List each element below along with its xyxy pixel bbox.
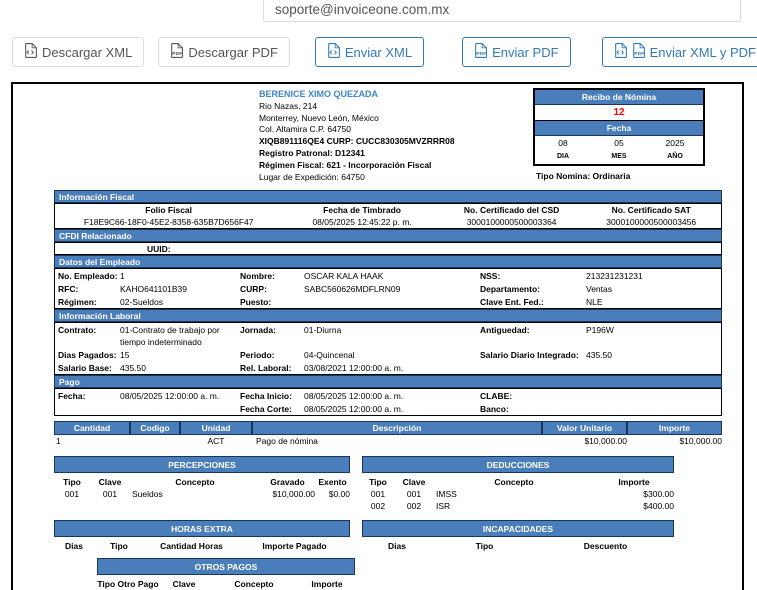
horas-extra-headers: Dias Tipo Cantidad Horas Importe Pagado: [65, 541, 327, 551]
incapacidades-bar: INCAPACIDADES: [362, 520, 674, 537]
deduccion-row: 001 001 IMSS $300.00: [370, 489, 674, 499]
year-label: AÑO: [667, 153, 683, 160]
issuer-registro-patronal: Registro Patronal: D12341: [259, 147, 365, 158]
send-xml-button[interactable]: Enviar XML: [314, 37, 425, 67]
pago-bar: Pago: [54, 375, 722, 388]
pago-box: Fecha: 08/05/2025 12:00:00 a. m. Fecha In…: [54, 388, 722, 416]
uuid-row: UUID:: [54, 242, 722, 255]
otros-pagos-headers: Tipo Otro Pago Clave Concepto Importe: [97, 579, 343, 589]
employee-row: RFC: KAHO641101B39 CURP: SABC560626MDFLRN0…: [58, 284, 612, 294]
receipt-day: 08: [558, 138, 568, 148]
issuer-city: Monterrey, Nuevo León, México: [259, 112, 379, 123]
download-xml-button[interactable]: Descargar XML: [12, 37, 145, 67]
receipt-year: 2025: [665, 138, 685, 148]
issuer-rfc-curp: XIQB891116QE4 CURP: CUCC830305MVZRRR08: [259, 136, 455, 147]
xml-file-icon: [614, 43, 627, 61]
otros-pagos-bar: OTROS PAGOS: [97, 558, 355, 575]
percepciones-bar: PERCEPCIONES: [54, 456, 350, 473]
toolbar: Descargar XML PDF Descargar PDF Enviar X…: [0, 0, 757, 82]
xml-file-icon: [24, 43, 37, 61]
xml-file-icon: [327, 43, 340, 61]
cfdi-relacionado-bar: CFDI Relacionado: [54, 229, 722, 242]
datos-empleado-bar: Datos del Empleado: [54, 255, 722, 268]
issuer-lugar-expedicion: Lugar de Expedición: 64750: [259, 171, 365, 182]
informacion-fiscal-bar: Información Fiscal: [54, 190, 722, 203]
pdf-file-icon: PDF: [632, 43, 645, 61]
document-header: BERENICE XIMO QUEZADA Rio Nazas, 214 Mon…: [13, 84, 742, 190]
fecha-timbrado: 08/05/2025 12:45:22 p. m.: [312, 217, 412, 227]
labor-row: Dias Pagados: 15 Periodo: 04-Quincenal Sal…: [58, 350, 612, 360]
certificado-csd: 3000100000500003364: [466, 217, 557, 227]
svg-text:PDF: PDF: [634, 51, 644, 57]
svg-text:PDF: PDF: [477, 51, 487, 57]
employee-row: Régimen: 02-Sueldos Puesto: Clave Ent. Fe…: [58, 297, 603, 307]
download-xml-label: Descargar XML: [42, 44, 133, 60]
receipt-month: 05: [614, 138, 624, 148]
email-input[interactable]: [263, 0, 741, 22]
download-pdf-button[interactable]: PDF Descargar PDF: [158, 37, 290, 67]
receipt-number-box: Recibo de Nómina 12 Fecha 08 05 2025 DIA…: [533, 88, 705, 166]
button-row: Descargar XML PDF Descargar PDF Enviar X…: [0, 37, 757, 67]
informacion-fiscal-box: Folio Fiscal Fecha de Timbrado No. Certi…: [54, 203, 722, 229]
labor-row: Contrato: 01-Contrato de trabajo por tiem…: [58, 325, 614, 347]
receipt-date-title: Fecha: [535, 121, 703, 136]
payroll-receipt-document: BERENICE XIMO QUEZADA Rio Nazas, 214 Mon…: [11, 82, 744, 590]
horas-incapacidades-section: HORAS EXTRA Dias Tipo Cantidad Horas Imp…: [54, 520, 722, 552]
informacion-fiscal-headers: Folio Fiscal Fecha de Timbrado No. Certi…: [145, 205, 691, 215]
send-pdf-button[interactable]: PDF Enviar PDF: [462, 37, 571, 67]
percepciones-panel: PERCEPCIONES Tipo Clave Concepto Gravado…: [54, 456, 350, 512]
labor-row: Salario Base: 435.50 Rel. Laboral: 03/08/2…: [58, 363, 404, 373]
document-body: Información Fiscal Folio Fiscal Fecha de…: [13, 190, 742, 590]
incapacidades-panel: INCAPACIDADES Dias Tipo Descuento: [362, 520, 674, 552]
percepciones-headers: Tipo Clave Concepto Gravado Exento: [63, 477, 347, 487]
tipo-nomina: Tipo Nomina: Ordinaria: [536, 171, 631, 181]
deducciones-bar: DEDUCCIONES: [362, 456, 674, 473]
send-pdf-label: Enviar PDF: [492, 44, 559, 60]
deduccion-row: 002 002 ISR $400.00: [370, 501, 674, 511]
informacion-laboral-bar: Información Laboral: [54, 309, 722, 322]
deducciones-headers: Tipo Clave Concepto Importe: [369, 477, 650, 487]
folio-fiscal: F18E9C66-18F0-45E2-8358-635B7D656F47: [83, 217, 254, 227]
certificado-sat: 3000100000500003456: [606, 217, 697, 227]
incapacidades-headers: Dias Tipo Descuento: [388, 541, 628, 551]
send-xml-pdf-label: Enviar XML y PDF: [649, 44, 756, 60]
receipt-box-title: Recibo de Nómina: [535, 90, 703, 105]
issuer-name: BERENICE XIMO QUEZADA: [259, 89, 379, 99]
issuer-street: Rio Nazas, 214: [259, 100, 318, 111]
send-xml-label: Enviar XML: [344, 44, 413, 60]
day-label: DIA: [556, 153, 570, 160]
svg-text:PDF: PDF: [173, 51, 183, 57]
percepciones-deducciones-section: PERCEPCIONES Tipo Clave Concepto Gravado…: [54, 456, 722, 512]
informacion-laboral-box: Contrato: 01-Contrato de trabajo por tiem…: [54, 322, 722, 375]
send-xml-pdf-button[interactable]: PDF Enviar XML y PDF: [601, 37, 757, 67]
pdf-file-icon: PDF: [474, 43, 488, 61]
receipt-date-values: 08 05 2025: [535, 136, 703, 151]
pago-row: Fecha: 08/05/2025 12:00:00 a. m. Fecha In…: [58, 391, 513, 401]
download-pdf-label: Descargar PDF: [188, 44, 278, 60]
informacion-fiscal-values: F18E9C66-18F0-45E2-8358-635B7D656F47 08/…: [55, 216, 721, 228]
pago-row: Fecha Corte: 08/05/2025 12:00:00 a. m. Ba…: [240, 404, 509, 414]
horas-extra-panel: HORAS EXTRA Dias Tipo Cantidad Horas Imp…: [54, 520, 350, 552]
employee-row: No. Empleado: 1 Nombre: OSCAR KALA HAAK NS…: [58, 271, 643, 281]
month-label: MES: [611, 153, 627, 160]
receipt-date-labels: DIA MES AÑO: [535, 151, 703, 164]
receipt-number: 12: [535, 105, 703, 121]
datos-empleado-box: No. Empleado: 1 Nombre: OSCAR KALA HAAK NS…: [54, 268, 722, 309]
percepcion-row: 001 001 Sueldos $10,000.00 $0.00: [64, 489, 350, 499]
conceptos-header-row: Cantidad Codigo Unidad Descripción Valor…: [54, 421, 722, 435]
issuer-colonia: Col. Altamira C.P. 64750: [259, 124, 351, 135]
otros-pagos-panel: OTROS PAGOS Tipo Otro Pago Clave Concept…: [97, 558, 355, 590]
horas-extra-bar: HORAS EXTRA: [54, 520, 350, 537]
deducciones-panel: DEDUCCIONES Tipo Clave Concepto Importe …: [362, 456, 674, 512]
concepto-row: 1 ACT Pago de nómina $10,000.00 $10,000.…: [56, 436, 722, 446]
issuer-info: BERENICE XIMO QUEZADA Rio Nazas, 214 Mon…: [259, 89, 455, 183]
pdf-file-icon: PDF: [170, 43, 184, 61]
issuer-regimen-fiscal: Régimen Fiscal: 621 - Incorporación Fisc…: [259, 159, 432, 170]
